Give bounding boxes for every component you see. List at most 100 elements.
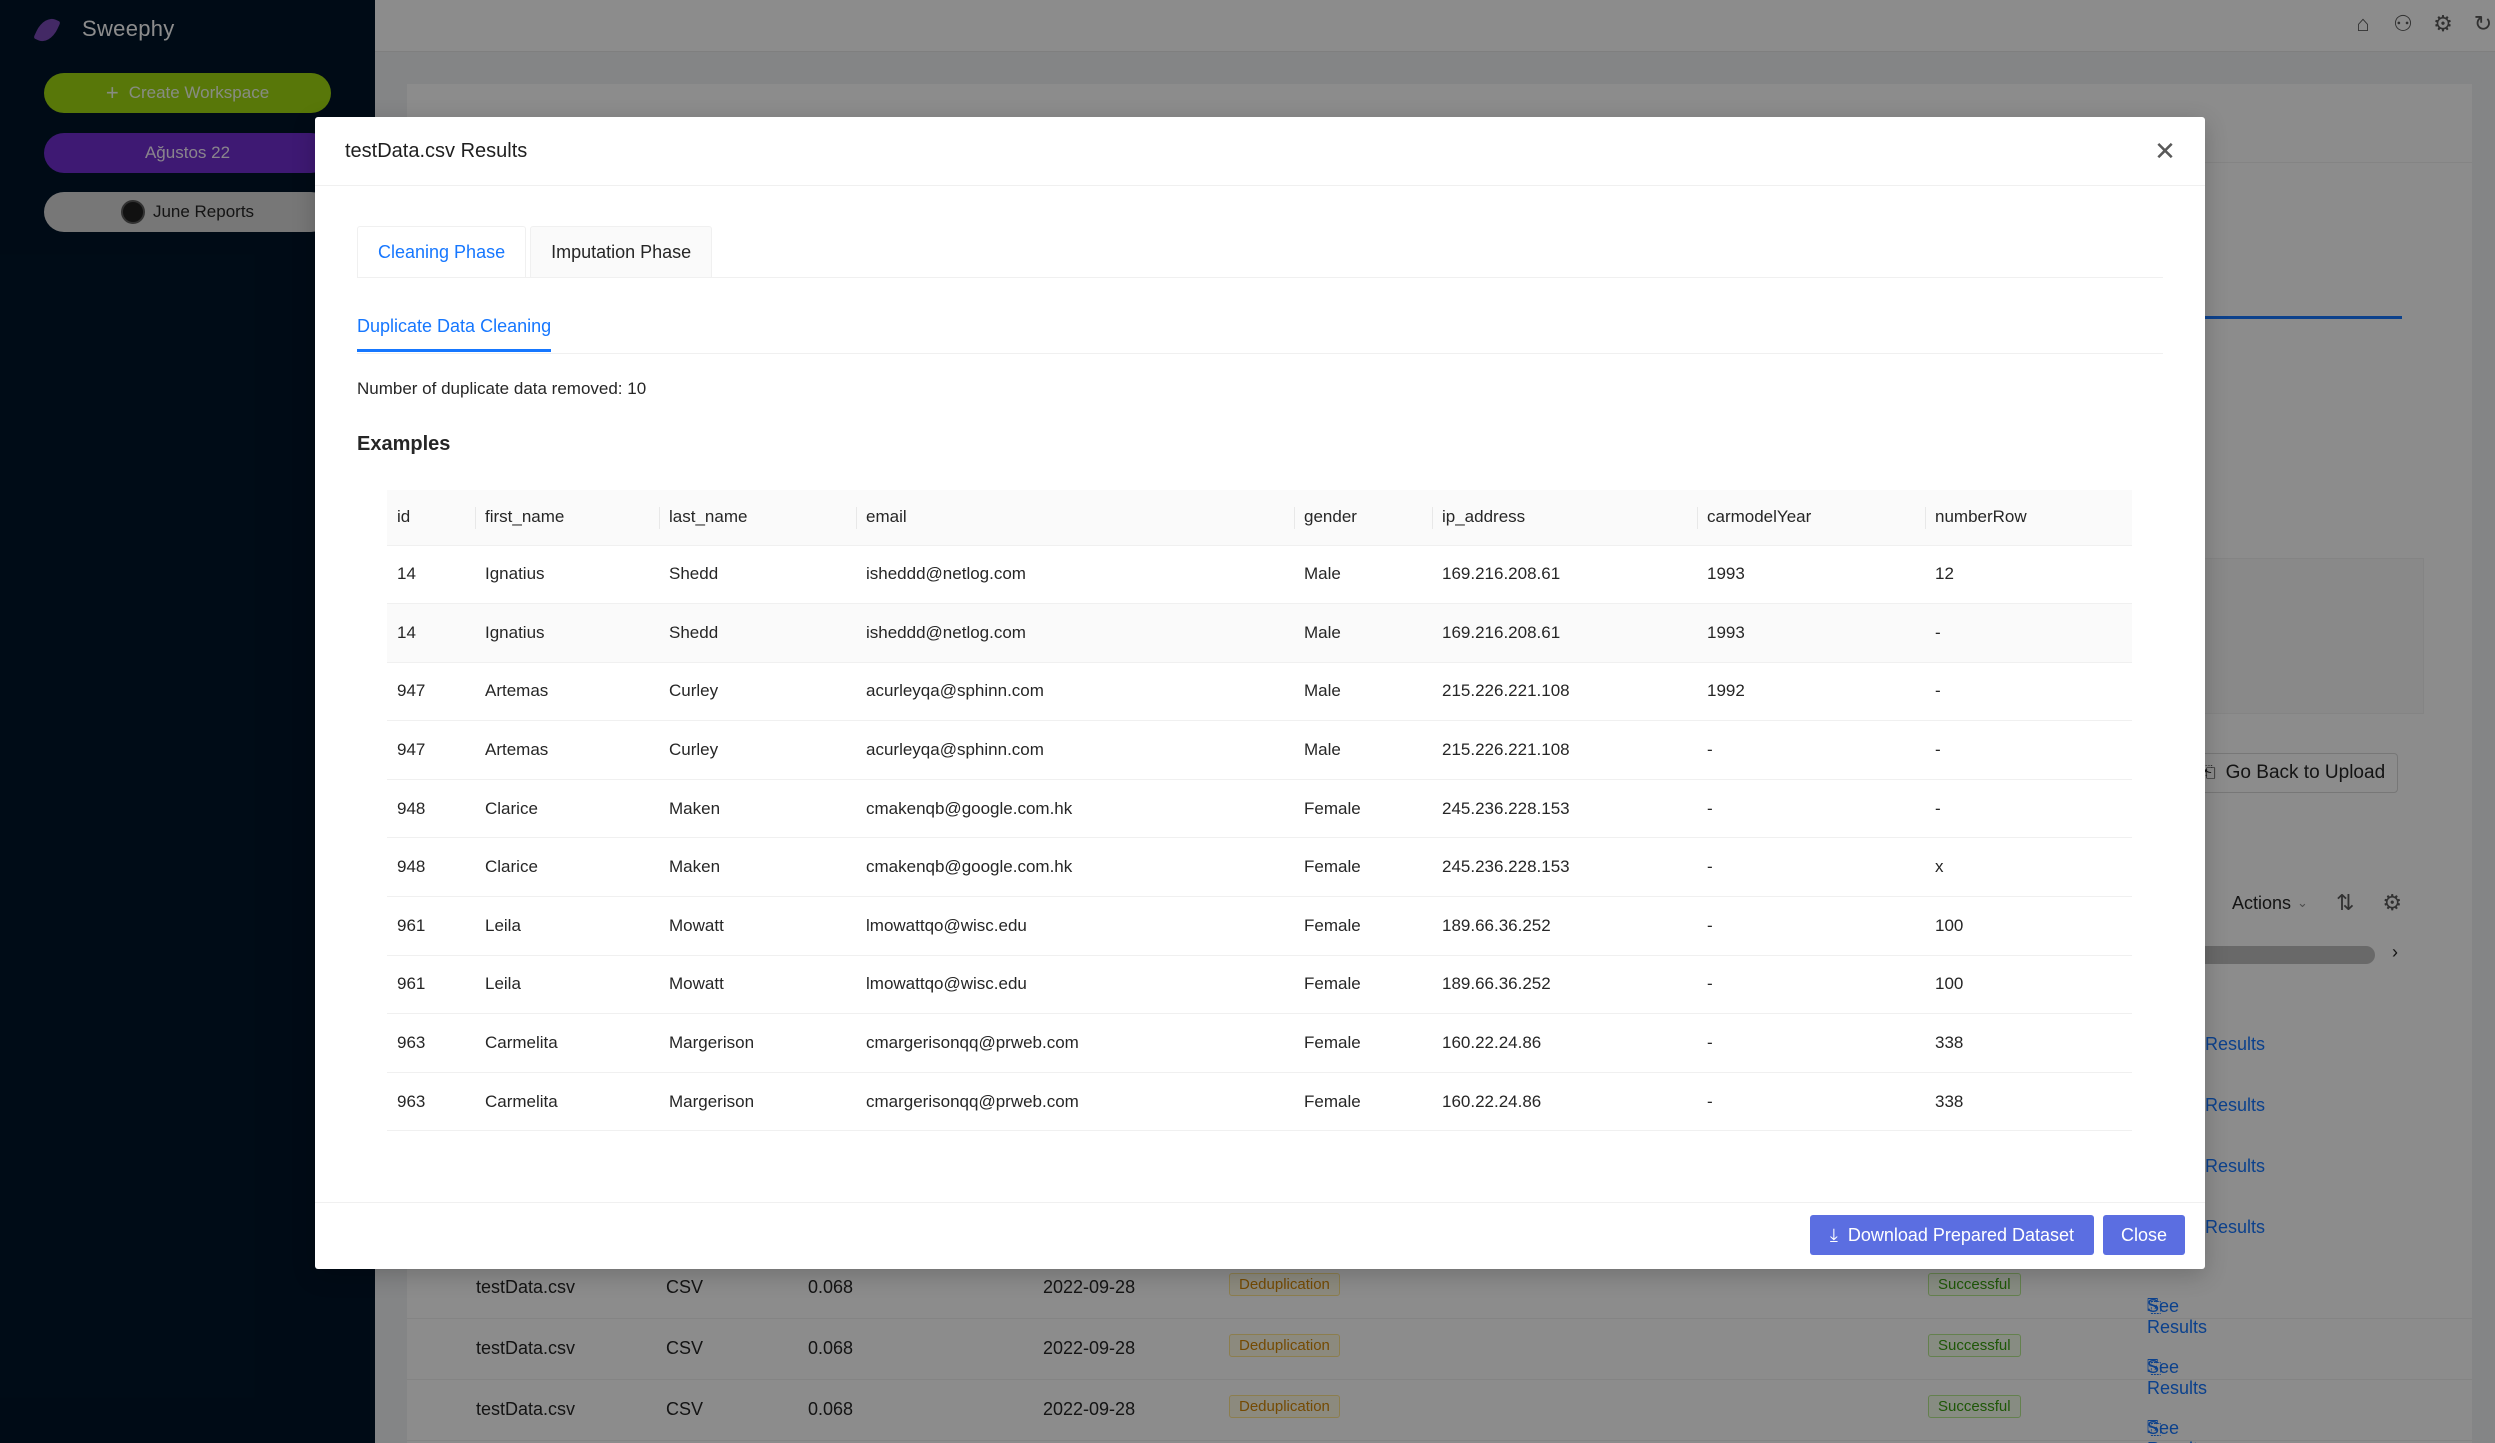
tab-cleaning-phase[interactable]: Cleaning Phase (357, 226, 527, 278)
tab-imputation-phase[interactable]: Imputation Phase (530, 226, 713, 278)
table-cell: 14 (387, 545, 475, 605)
logout-icon[interactable]: ↻ (2473, 11, 2493, 36)
table-row: 14 Ignatius Shedd isheddd@netlog.com Male 169… (387, 603, 2132, 663)
column-header: gender (1294, 490, 1432, 546)
table-row: 14 Ignatius Shedd isheddd@netlog.com Male 169… (387, 545, 2132, 605)
table-cell: 12 (1925, 545, 2132, 605)
chevron-right-icon[interactable]: › (2392, 942, 2398, 962)
user-icon[interactable]: ⚇ (2393, 11, 2413, 36)
column-header: numberRow (1925, 490, 2132, 546)
file-size: 0.068 (808, 1399, 854, 1419)
table-row: 947 Artemas Curley acurleyqa@sphinn.com Male… (387, 720, 2132, 780)
close-button[interactable]: Close (2102, 1215, 2185, 1255)
table-row: 961 Leila Mowatt lmowattqo@wisc.edu Female 18… (387, 955, 2132, 1015)
examples-table: id first_name last_name email gender ip_addre… (387, 490, 2132, 1132)
table-cell: isheddd@netlog.com (856, 545, 1294, 605)
download-dataset-button[interactable]: ⤓ Download Prepared Dataset (1809, 1215, 2094, 1255)
table-cell: Female (1294, 955, 1432, 1015)
table-cell: - (1925, 779, 2132, 839)
table-cell: 338 (1925, 1072, 2132, 1132)
table-cell: Male (1294, 720, 1432, 780)
table-cell: 189.66.36.252 (1432, 896, 1697, 956)
table-row: 961 Leila Mowatt lmowattqo@wisc.edu Female 18… (387, 896, 2132, 956)
upload-date: 2022-09-28 (1043, 1399, 1136, 1419)
table-cell: 160.22.24.86 (1432, 1013, 1697, 1073)
table-cell: - (1925, 720, 2132, 780)
table-row: 963 Carmelita Margerison cmargerisonqq@prwe… (387, 1013, 2132, 1073)
file-name: testData.csv (476, 1338, 576, 1358)
table-cell: cmakenqb@google.com.hk (856, 779, 1294, 839)
plus-icon: + (105, 80, 119, 105)
table-cell: 948 (387, 779, 475, 839)
horizontal-scrollbar[interactable] (2190, 946, 2375, 964)
go-back-button[interactable]: ⎗ Go Back to Upload (2190, 753, 2398, 793)
home-icon[interactable]: ⌂ (2356, 11, 2370, 36)
table-cell: Female (1294, 779, 1432, 839)
table-cell: Female (1294, 1072, 1432, 1132)
table-cell: cmakenqb@google.com.hk (856, 837, 1294, 898)
workspace-item[interactable]: June Reports (44, 192, 331, 232)
table-cell: Margerison (659, 1072, 856, 1132)
see-results-link[interactable]: Results (2205, 1095, 2266, 1115)
table-cell: Maken (659, 779, 856, 839)
table-row: 963 Carmelita Margerison cmargerisonqq@prwe… (387, 1072, 2132, 1132)
table-cell: 963 (387, 1013, 475, 1073)
workspace-label: June Reports (152, 202, 255, 221)
table-cell: Female (1294, 896, 1432, 956)
table-cell: Artemas (475, 720, 659, 780)
divider (357, 277, 2163, 278)
modal-header: testData.csv Results ✕ (315, 117, 2205, 186)
table-row: 948 Clarice Maken cmakenqb@google.com.hk Fem… (387, 779, 2132, 839)
table-cell: - (1925, 662, 2132, 722)
file-size: 0.068 (808, 1277, 854, 1297)
table-cell: 245.236.228.153 (1432, 837, 1697, 898)
table-cell: Clarice (475, 837, 659, 898)
results-icon: ⎘ (2147, 1418, 2162, 1438)
table-cell: - (1697, 955, 1925, 1015)
close-icon[interactable]: ✕ (2154, 136, 2176, 166)
table-cell: - (1697, 779, 1925, 839)
see-results-link[interactable]: Results (2205, 1034, 2266, 1054)
table-cell: x (1925, 837, 2132, 898)
create-workspace-button[interactable]: + Create Workspace (44, 73, 331, 113)
table-row: 947 Artemas Curley acurleyqa@sphinn.com Male… (387, 662, 2132, 722)
file-name: testData.csv (476, 1399, 576, 1419)
table-cell: 100 (1925, 955, 2132, 1015)
workspace-item[interactable]: Ağustos 22 (44, 133, 331, 173)
file-type: CSV (666, 1277, 704, 1297)
table-row: testData.csv CSV 0.068 2022-09-28 Dedupl… (407, 1258, 2472, 1337)
column-header: email (856, 490, 1294, 546)
table-cell: 100 (1925, 896, 2132, 956)
table-cell: 160.22.24.86 (1432, 1072, 1697, 1132)
table-header-row: id first_name last_name email gender ip_addre… (387, 490, 2132, 546)
examples-heading: Examples (357, 433, 451, 455)
create-workspace-label: Create Workspace (128, 83, 270, 102)
download-icon: ⤓ (1829, 1224, 1838, 1245)
settings-icon[interactable]: ⚙ (2382, 890, 2403, 915)
app-logo[interactable]: Sweephy (34, 14, 175, 44)
gear-icon[interactable]: ⚙ (2433, 11, 2453, 36)
table-cell: lmowattqo@wisc.edu (856, 955, 1294, 1015)
see-results-label: See Results (2147, 1296, 2208, 1337)
table-cell: cmargerisonqq@prweb.com (856, 1072, 1294, 1132)
duplicates-removed-text: Number of duplicate data removed: 10 (357, 379, 647, 398)
file-name: testData.csv (476, 1277, 576, 1297)
file-type: CSV (666, 1338, 704, 1358)
column-header: id (387, 490, 475, 546)
table-cell: Female (1294, 837, 1432, 898)
table-cell: 215.226.221.108 (1432, 720, 1697, 780)
see-results-link[interactable]: Results (2205, 1217, 2266, 1237)
table-cell: - (1925, 603, 2132, 663)
column-height-icon[interactable]: ⇅ (2335, 890, 2355, 915)
table-cell: 963 (387, 1072, 475, 1132)
go-back-label: Go Back to Upload (2225, 762, 2386, 783)
tab-duplicate-data-cleaning[interactable]: Duplicate Data Cleaning (357, 316, 552, 352)
process-tag: Deduplication (1229, 1273, 1340, 1296)
process-tag: Deduplication (1229, 1395, 1340, 1418)
results-icon: ⎘ (2147, 1296, 2162, 1316)
actions-dropdown[interactable]: Actions (2232, 892, 2292, 913)
table-cell: acurleyqa@sphinn.com (856, 720, 1294, 780)
see-results-link[interactable]: Results (2205, 1156, 2266, 1176)
table-cell: 189.66.36.252 (1432, 955, 1697, 1015)
upload-date: 2022-09-28 (1043, 1277, 1136, 1297)
